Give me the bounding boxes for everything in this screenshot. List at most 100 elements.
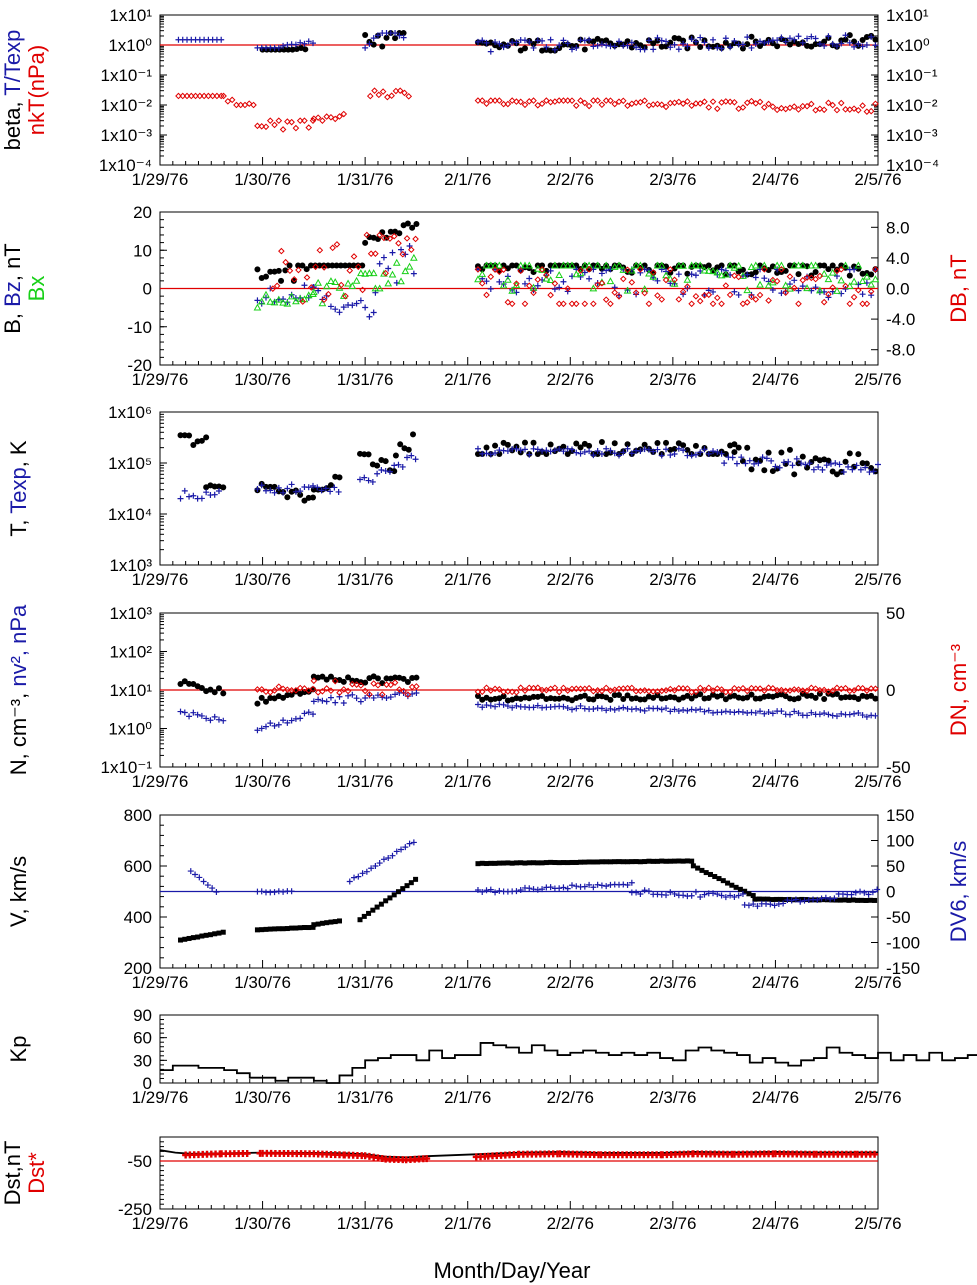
data-point <box>697 706 704 713</box>
data-point <box>369 269 378 277</box>
data-point <box>849 466 856 473</box>
data-point <box>262 123 270 131</box>
data-point <box>183 92 191 100</box>
data-point <box>521 439 528 446</box>
data-point <box>637 706 644 713</box>
data-point <box>181 678 188 685</box>
data-point <box>399 250 407 258</box>
data-point <box>253 303 262 311</box>
data-point <box>842 36 849 43</box>
data-point <box>812 269 819 276</box>
data-point <box>755 460 762 467</box>
data-point <box>795 106 802 113</box>
data-point <box>483 887 490 894</box>
data-point <box>279 126 287 133</box>
data-point <box>310 288 318 296</box>
data-point <box>754 903 761 910</box>
series-Bz <box>254 242 879 320</box>
y-tick-label: 800 <box>124 806 152 825</box>
data-point <box>738 454 745 461</box>
data-point <box>735 444 742 451</box>
data-point <box>327 482 334 489</box>
data-point <box>773 277 781 285</box>
data-point <box>301 925 307 931</box>
data-point <box>177 708 184 715</box>
data-point <box>387 228 394 235</box>
data-point <box>871 275 880 283</box>
panel-5: 1/29/76 1/30/76 1/31/76 2/1/76 2/2/76 2/3/76 2… <box>6 806 971 992</box>
data-point <box>855 451 862 458</box>
y-axis-label-right-run: DB, nT <box>946 254 971 322</box>
data-point <box>623 286 632 294</box>
data-point <box>560 684 567 692</box>
y-tick-label: 20 <box>133 203 152 222</box>
data-point <box>213 92 221 100</box>
data-point <box>701 446 708 453</box>
data-point <box>603 445 610 452</box>
data-point <box>786 711 793 718</box>
data-point <box>305 38 312 45</box>
data-point <box>812 41 819 48</box>
data-point <box>402 844 409 851</box>
data-point <box>186 713 193 720</box>
data-point <box>859 300 866 308</box>
data-point <box>504 100 512 108</box>
data-point <box>357 698 364 705</box>
data-point <box>396 686 403 693</box>
y-tick-label: 0 <box>143 1074 152 1093</box>
data-point <box>867 107 875 115</box>
data-point <box>748 44 755 51</box>
data-point <box>666 685 674 693</box>
data-point <box>344 279 352 287</box>
data-point <box>257 297 266 305</box>
data-point <box>177 432 184 439</box>
data-point <box>821 710 828 717</box>
data-point <box>382 269 389 277</box>
data-point <box>568 97 576 104</box>
data-point <box>595 859 601 865</box>
series-Dst* <box>182 1149 879 1164</box>
data-point <box>705 707 712 714</box>
x-tick-label: 2/2/76 <box>547 170 594 189</box>
data-point <box>671 890 678 897</box>
y-axis-label-left-run: , nT <box>0 243 25 281</box>
data-point <box>870 468 877 475</box>
data-point <box>337 262 344 269</box>
data-point <box>650 40 657 47</box>
data-point <box>799 39 806 46</box>
data-point <box>727 44 734 51</box>
data-point <box>487 285 494 292</box>
x-tick-label: 1/31/76 <box>337 973 394 992</box>
data-point <box>483 702 490 709</box>
data-point <box>645 446 652 453</box>
data-point <box>525 282 533 290</box>
data-point <box>654 446 661 453</box>
data-point <box>393 848 400 855</box>
y-axis-label-left-run: Texp <box>6 467 31 513</box>
data-point <box>513 39 520 46</box>
data-point <box>701 39 708 46</box>
y-tick-label: 1x10¹ <box>109 6 152 25</box>
y-tick-label: 1x10⁵ <box>108 454 152 473</box>
data-point <box>831 895 838 902</box>
data-point <box>379 43 386 50</box>
y-tick-label: 1x10³ <box>109 556 152 575</box>
data-point <box>190 709 197 716</box>
x-tick-label: 2/3/76 <box>649 1088 696 1107</box>
data-point <box>560 300 567 308</box>
data-point <box>521 446 528 453</box>
data-point <box>196 874 203 881</box>
data-point <box>616 859 622 865</box>
data-point <box>500 100 507 108</box>
data-point <box>275 117 283 124</box>
data-point <box>778 266 785 273</box>
data-point <box>716 876 722 882</box>
data-point <box>743 299 751 306</box>
data-point <box>342 292 349 300</box>
data-point <box>175 92 182 100</box>
data-point <box>370 694 377 701</box>
data-point <box>593 261 602 269</box>
data-point <box>825 290 832 298</box>
data-point <box>654 292 661 299</box>
data-point <box>586 36 593 43</box>
